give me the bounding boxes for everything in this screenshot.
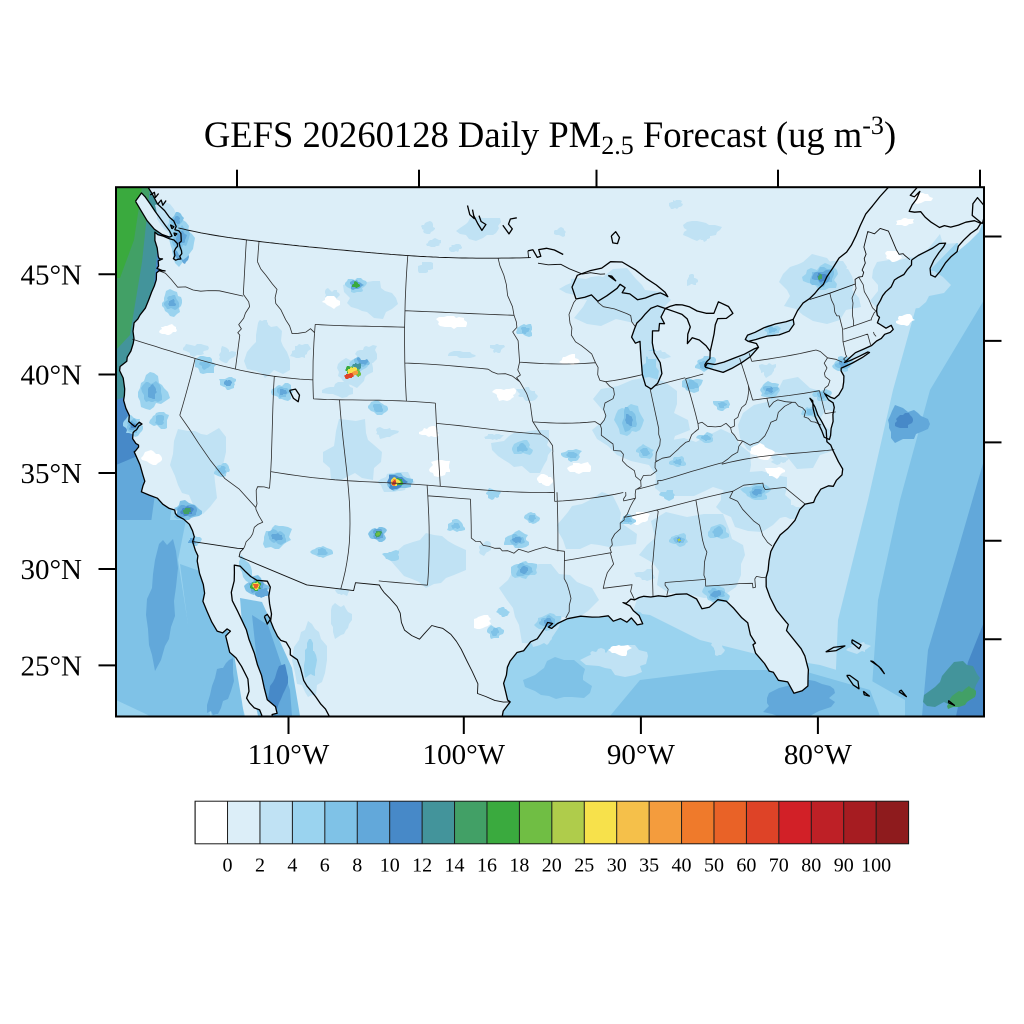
svg-text:18: 18 xyxy=(509,855,529,877)
svg-text:25°N: 25°N xyxy=(20,651,82,683)
svg-text:100°W: 100°W xyxy=(423,739,506,771)
svg-text:80: 80 xyxy=(801,855,821,877)
svg-text:6: 6 xyxy=(320,855,330,877)
svg-text:50: 50 xyxy=(704,855,724,877)
svg-text:14: 14 xyxy=(445,855,465,877)
svg-text:2: 2 xyxy=(255,855,265,877)
svg-text:90: 90 xyxy=(834,855,854,877)
svg-text:25: 25 xyxy=(574,855,594,877)
svg-text:10: 10 xyxy=(380,855,400,877)
svg-text:40: 40 xyxy=(672,855,692,877)
svg-text:20: 20 xyxy=(542,855,562,877)
svg-text:35: 35 xyxy=(639,855,659,877)
svg-text:45°N: 45°N xyxy=(20,259,82,291)
svg-text:110°W: 110°W xyxy=(248,739,330,771)
svg-text:100: 100 xyxy=(861,855,891,877)
svg-text:30°N: 30°N xyxy=(20,554,82,586)
svg-text:12: 12 xyxy=(412,855,432,877)
svg-text:16: 16 xyxy=(477,855,497,877)
svg-text:8: 8 xyxy=(352,855,362,877)
svg-text:35°N: 35°N xyxy=(20,458,82,490)
svg-text:4: 4 xyxy=(287,855,297,877)
svg-text:70: 70 xyxy=(769,855,789,877)
svg-text:GEFS 20260128 Daily PM2.5 Fore: GEFS 20260128 Daily PM2.5 Forecast (ug m… xyxy=(204,111,896,160)
svg-text:40°N: 40°N xyxy=(20,360,82,392)
svg-text:80°W: 80°W xyxy=(784,739,853,771)
svg-text:30: 30 xyxy=(607,855,627,877)
svg-text:0: 0 xyxy=(223,855,233,877)
svg-text:60: 60 xyxy=(736,855,756,877)
svg-text:90°W: 90°W xyxy=(607,739,676,771)
